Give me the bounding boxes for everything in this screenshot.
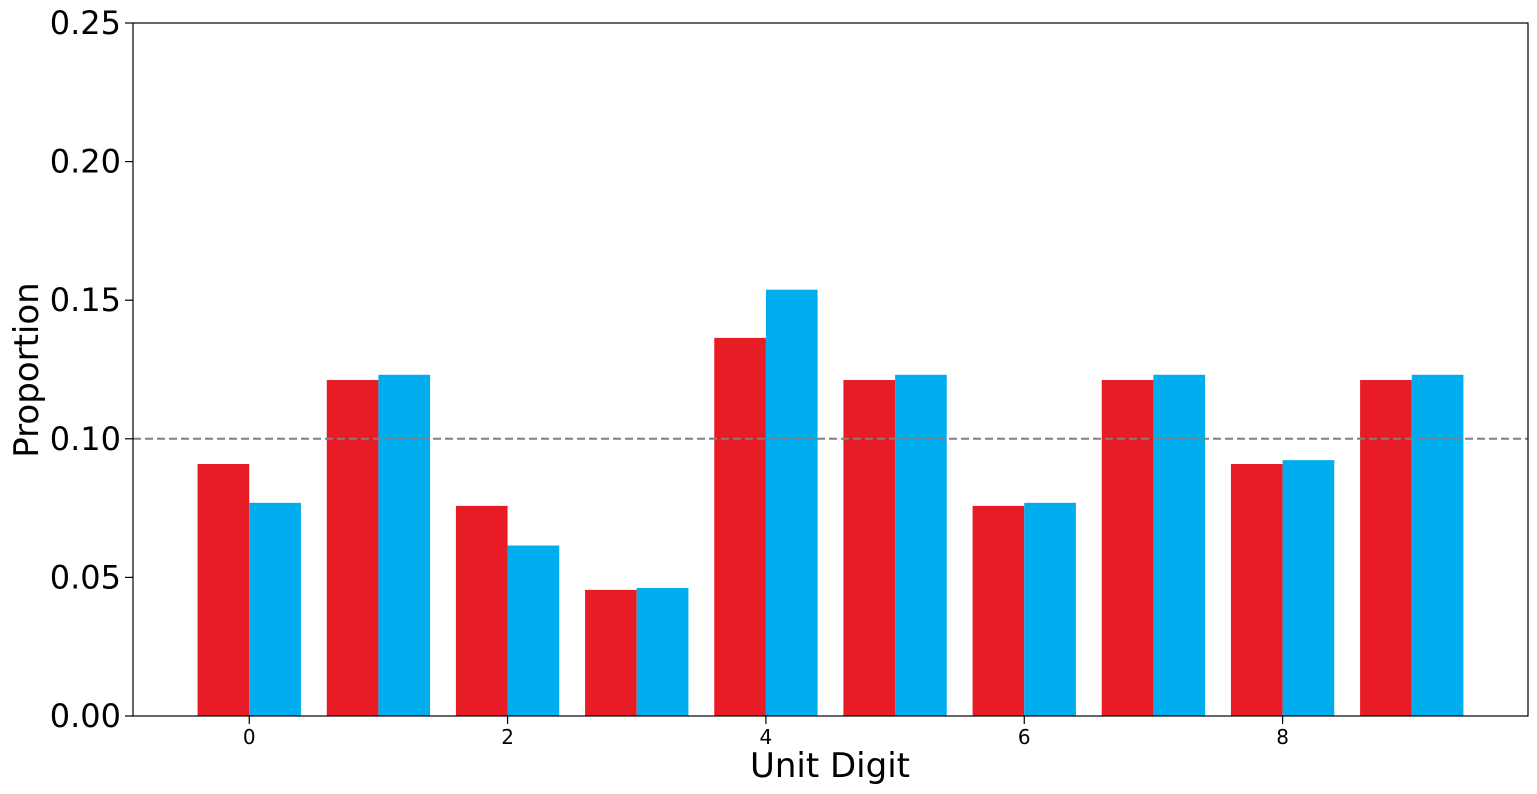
bar-series1-digit-2: [455, 505, 508, 716]
bar-series2-digit-9: [1411, 374, 1464, 716]
y-tick-label: 0.10: [50, 420, 121, 458]
y-tick-label: 0.00: [50, 697, 121, 735]
plot-frame: [132, 22, 1529, 717]
bar-series1-digit-0: [197, 464, 250, 716]
bar-series2-digit-0: [249, 502, 301, 716]
x-tick-label: 4: [760, 725, 773, 749]
y-tick-label: 0.15: [50, 281, 121, 319]
bar-series2-digit-2: [507, 545, 560, 716]
bar-series1-digit-8: [1230, 464, 1283, 716]
x-axis: 0 2 4 6 8: [243, 716, 1289, 749]
bar-series1-digit-1: [326, 380, 379, 716]
y-axis-title: Proportion: [7, 282, 47, 457]
x-tick-label: 0: [243, 725, 256, 749]
y-tick-label: 0.25: [50, 4, 121, 42]
bar-series2-digit-7: [1153, 374, 1206, 716]
bar-series1-digit-6: [972, 505, 1025, 716]
bar-series1-digit-9: [1360, 380, 1412, 716]
bar-series2-digit-6: [1024, 502, 1076, 716]
bar-series1-digit-4: [714, 337, 766, 716]
x-tick-label: 8: [1276, 725, 1289, 749]
bar-series2-digit-4: [765, 289, 818, 716]
bars-group: [197, 289, 1464, 716]
y-axis: 0.00 0.05 0.10 0.15 0.20 0.25: [50, 4, 133, 735]
x-tick-label: 2: [501, 725, 514, 749]
y-tick-label: 0.05: [50, 558, 121, 596]
bar-series1-digit-3: [585, 589, 637, 716]
bar-series1-digit-7: [1101, 380, 1154, 716]
bar-series2-digit-8: [1282, 460, 1335, 716]
bar-series2-digit-5: [895, 374, 947, 716]
y-tick-label: 0.20: [50, 143, 121, 181]
bar-series1-digit-5: [843, 380, 896, 716]
bar-series2-digit-1: [378, 374, 431, 716]
x-axis-title: Unit Digit: [750, 746, 910, 786]
bar-series2-digit-3: [636, 587, 689, 716]
x-tick-label: 6: [1018, 725, 1031, 749]
